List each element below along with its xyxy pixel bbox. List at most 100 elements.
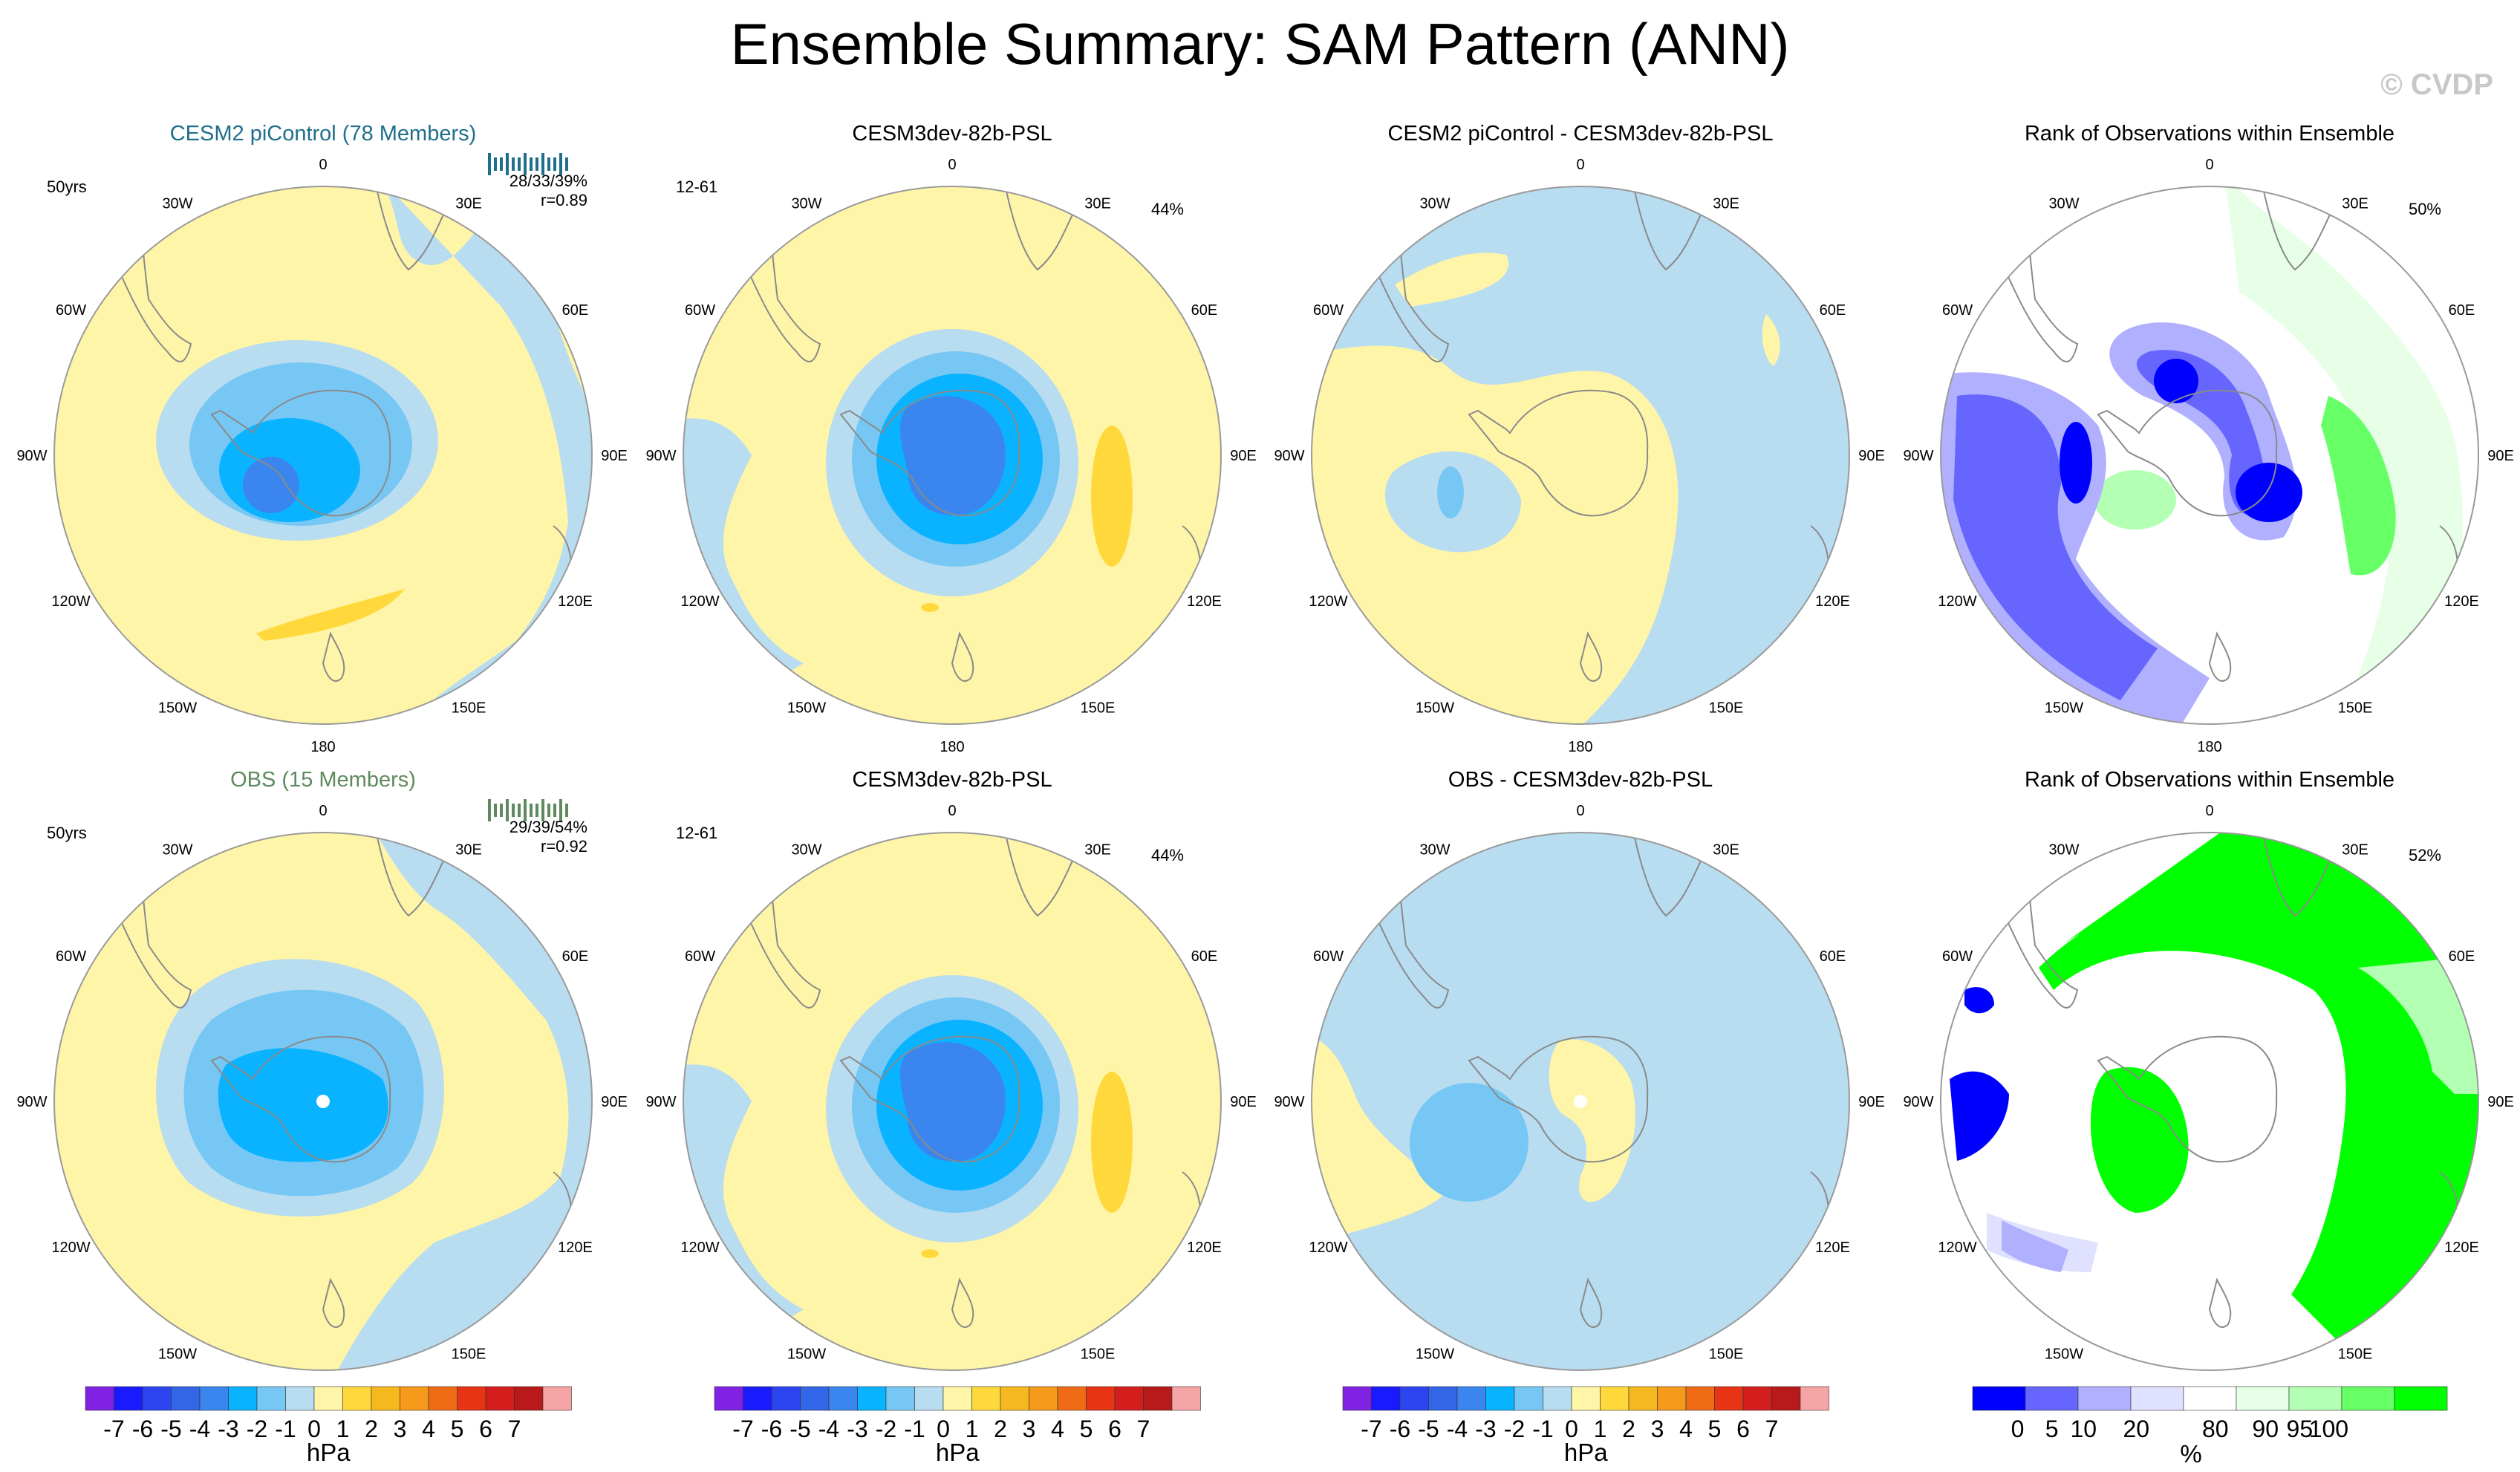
colorbar-swatch xyxy=(771,1386,801,1411)
colorbar-hpa: -7 -6 -5 -4 -3 -2 -1 0 1 2 3 4 5 6 7 hPa xyxy=(714,1386,1201,1466)
ensemble-tick xyxy=(518,157,521,171)
colorbar-swatch xyxy=(1029,1386,1058,1411)
field-region xyxy=(243,457,299,513)
ensemble-tick xyxy=(506,153,509,175)
colorbar-swatch xyxy=(85,1386,114,1411)
ensemble-tick xyxy=(541,799,544,821)
colorbar-swatch xyxy=(971,1386,1001,1411)
colorbar-tick: -6 xyxy=(761,1416,782,1442)
lon-label: 60E xyxy=(1820,302,1846,319)
map-boundary xyxy=(1311,186,1850,725)
colorbar-swatch xyxy=(228,1386,258,1411)
watermark: © CVDP xyxy=(2380,68,2493,101)
map-boundary xyxy=(53,186,593,725)
map-panel: 0 30E 60E 90E 120E 150E 180 150W 120W 90W 60W 30W CE… xyxy=(645,122,1256,755)
lon-label: 30E xyxy=(2342,196,2368,212)
lon-label: 180 xyxy=(940,739,964,755)
lon-label: 150E xyxy=(1709,1346,1744,1362)
lon-label: 0 xyxy=(319,157,327,173)
colorbar-swatch xyxy=(542,1386,572,1411)
lon-label: 90W xyxy=(1903,1094,1933,1110)
lon-label: 0 xyxy=(1576,803,1584,819)
antarctica-outline xyxy=(2097,389,2278,517)
colorbar-tick: 0 xyxy=(2011,1416,2025,1442)
antarctica-outline xyxy=(839,1035,1020,1163)
colorbar-swatch xyxy=(1628,1386,1658,1411)
panel-title: CESM2 piControl - CESM3dev-82b-PSL xyxy=(1388,122,1774,146)
colorbar-swatch xyxy=(942,1386,972,1411)
colorbar-swatch xyxy=(1800,1386,1829,1411)
pct-label: 44% xyxy=(1151,846,1184,864)
colorbar-tick: -2 xyxy=(876,1416,896,1442)
colorbar-swatch xyxy=(2130,1386,2184,1411)
colorbar-swatch xyxy=(885,1386,915,1411)
lon-label: 60E xyxy=(2449,302,2475,319)
africa-outline xyxy=(1632,186,1707,271)
lon-label: 150W xyxy=(2045,700,2083,716)
ensemble-tick xyxy=(530,804,533,817)
colorbar-tick: -6 xyxy=(132,1416,153,1442)
panel-title: OBS (15 Members) xyxy=(230,768,416,792)
lon-label: 60W xyxy=(685,302,715,319)
colorbar-swatch xyxy=(142,1386,172,1411)
colorbar-tick: -6 xyxy=(1390,1416,1410,1442)
colorbar-tick: -5 xyxy=(789,1416,810,1442)
lon-label: 30W xyxy=(162,842,192,859)
lon-label: 30E xyxy=(455,842,482,859)
field-region xyxy=(1964,987,1994,1014)
lon-label: 150W xyxy=(158,700,197,716)
colorbar-hpa: -7 -6 -5 -4 -3 -2 -1 0 1 2 3 4 5 6 7 hPa xyxy=(1342,1386,1829,1466)
field-region xyxy=(2154,359,2198,403)
field-region xyxy=(1762,314,1780,366)
colorbar-tick: 7 xyxy=(1137,1416,1150,1442)
colorbar-swatch xyxy=(2288,1386,2342,1411)
page-title: Ensemble Summary: SAM Pattern (ANN) xyxy=(730,11,1790,76)
colorbar-tick: 5 xyxy=(2045,1416,2059,1442)
period-label: 50yrs xyxy=(47,824,87,842)
colorbar-swatch xyxy=(2236,1386,2290,1411)
colorbar-swatch xyxy=(1714,1386,1744,1411)
lon-label: 90W xyxy=(645,448,676,464)
lon-label: 0 xyxy=(2205,157,2213,173)
lon-label: 120E xyxy=(558,1240,593,1256)
ensemble-stats: 29/39/54% xyxy=(509,818,587,836)
lon-label: 0 xyxy=(1576,157,1584,173)
field-region xyxy=(256,589,405,641)
lon-label: 90W xyxy=(1274,448,1304,464)
lon-label: 90E xyxy=(1230,448,1257,464)
lon-label: 120W xyxy=(1309,1240,1347,1256)
ensemble-tick xyxy=(547,804,550,817)
lon-label: 120E xyxy=(2444,1240,2479,1256)
colorbar-swatch xyxy=(1000,1386,1029,1411)
colorbar-swatch xyxy=(400,1386,429,1411)
map-panel: 030E60E90E120E150E180150W120W90W60W30WOB… xyxy=(1274,768,1884,1401)
lon-label: 0 xyxy=(948,803,956,819)
lon-label: 60E xyxy=(1191,302,1218,319)
pattern-corr: r=0.89 xyxy=(541,191,587,209)
lon-label: 150E xyxy=(1081,700,1116,716)
panel-title: Rank of Observations within Ensemble xyxy=(2025,122,2394,146)
colorbar-tick: -1 xyxy=(1532,1416,1553,1442)
panel-title: OBS - CESM3dev-82b-PSL xyxy=(1448,768,1713,792)
colorbar-tick: -1 xyxy=(904,1416,925,1442)
africa-outline xyxy=(374,833,450,917)
field-region xyxy=(1953,394,2158,700)
lon-label: 120E xyxy=(1815,593,1850,610)
colorbar-swatch xyxy=(1685,1386,1715,1411)
colorbar-tick: -3 xyxy=(218,1416,238,1442)
colorbar-tick: 2 xyxy=(365,1416,378,1442)
lon-label: 30W xyxy=(162,196,192,212)
africa-outline xyxy=(374,186,450,271)
field-region xyxy=(2321,396,2396,576)
field-region xyxy=(2236,463,2302,522)
lon-label: 30W xyxy=(1419,842,1450,859)
colorbar-tick: -5 xyxy=(160,1416,181,1442)
field-region xyxy=(921,603,939,612)
lon-label: 150W xyxy=(2045,1346,2083,1362)
map-boundary xyxy=(1940,832,2479,1371)
colorbar-swatch xyxy=(485,1386,515,1411)
pct-label: 44% xyxy=(1151,200,1184,218)
map-panel: 0 30E 60E 90E 120E 150E 180 150W 120W 90W 60W 30W CE… xyxy=(1274,122,1884,755)
field-region xyxy=(218,1048,388,1162)
